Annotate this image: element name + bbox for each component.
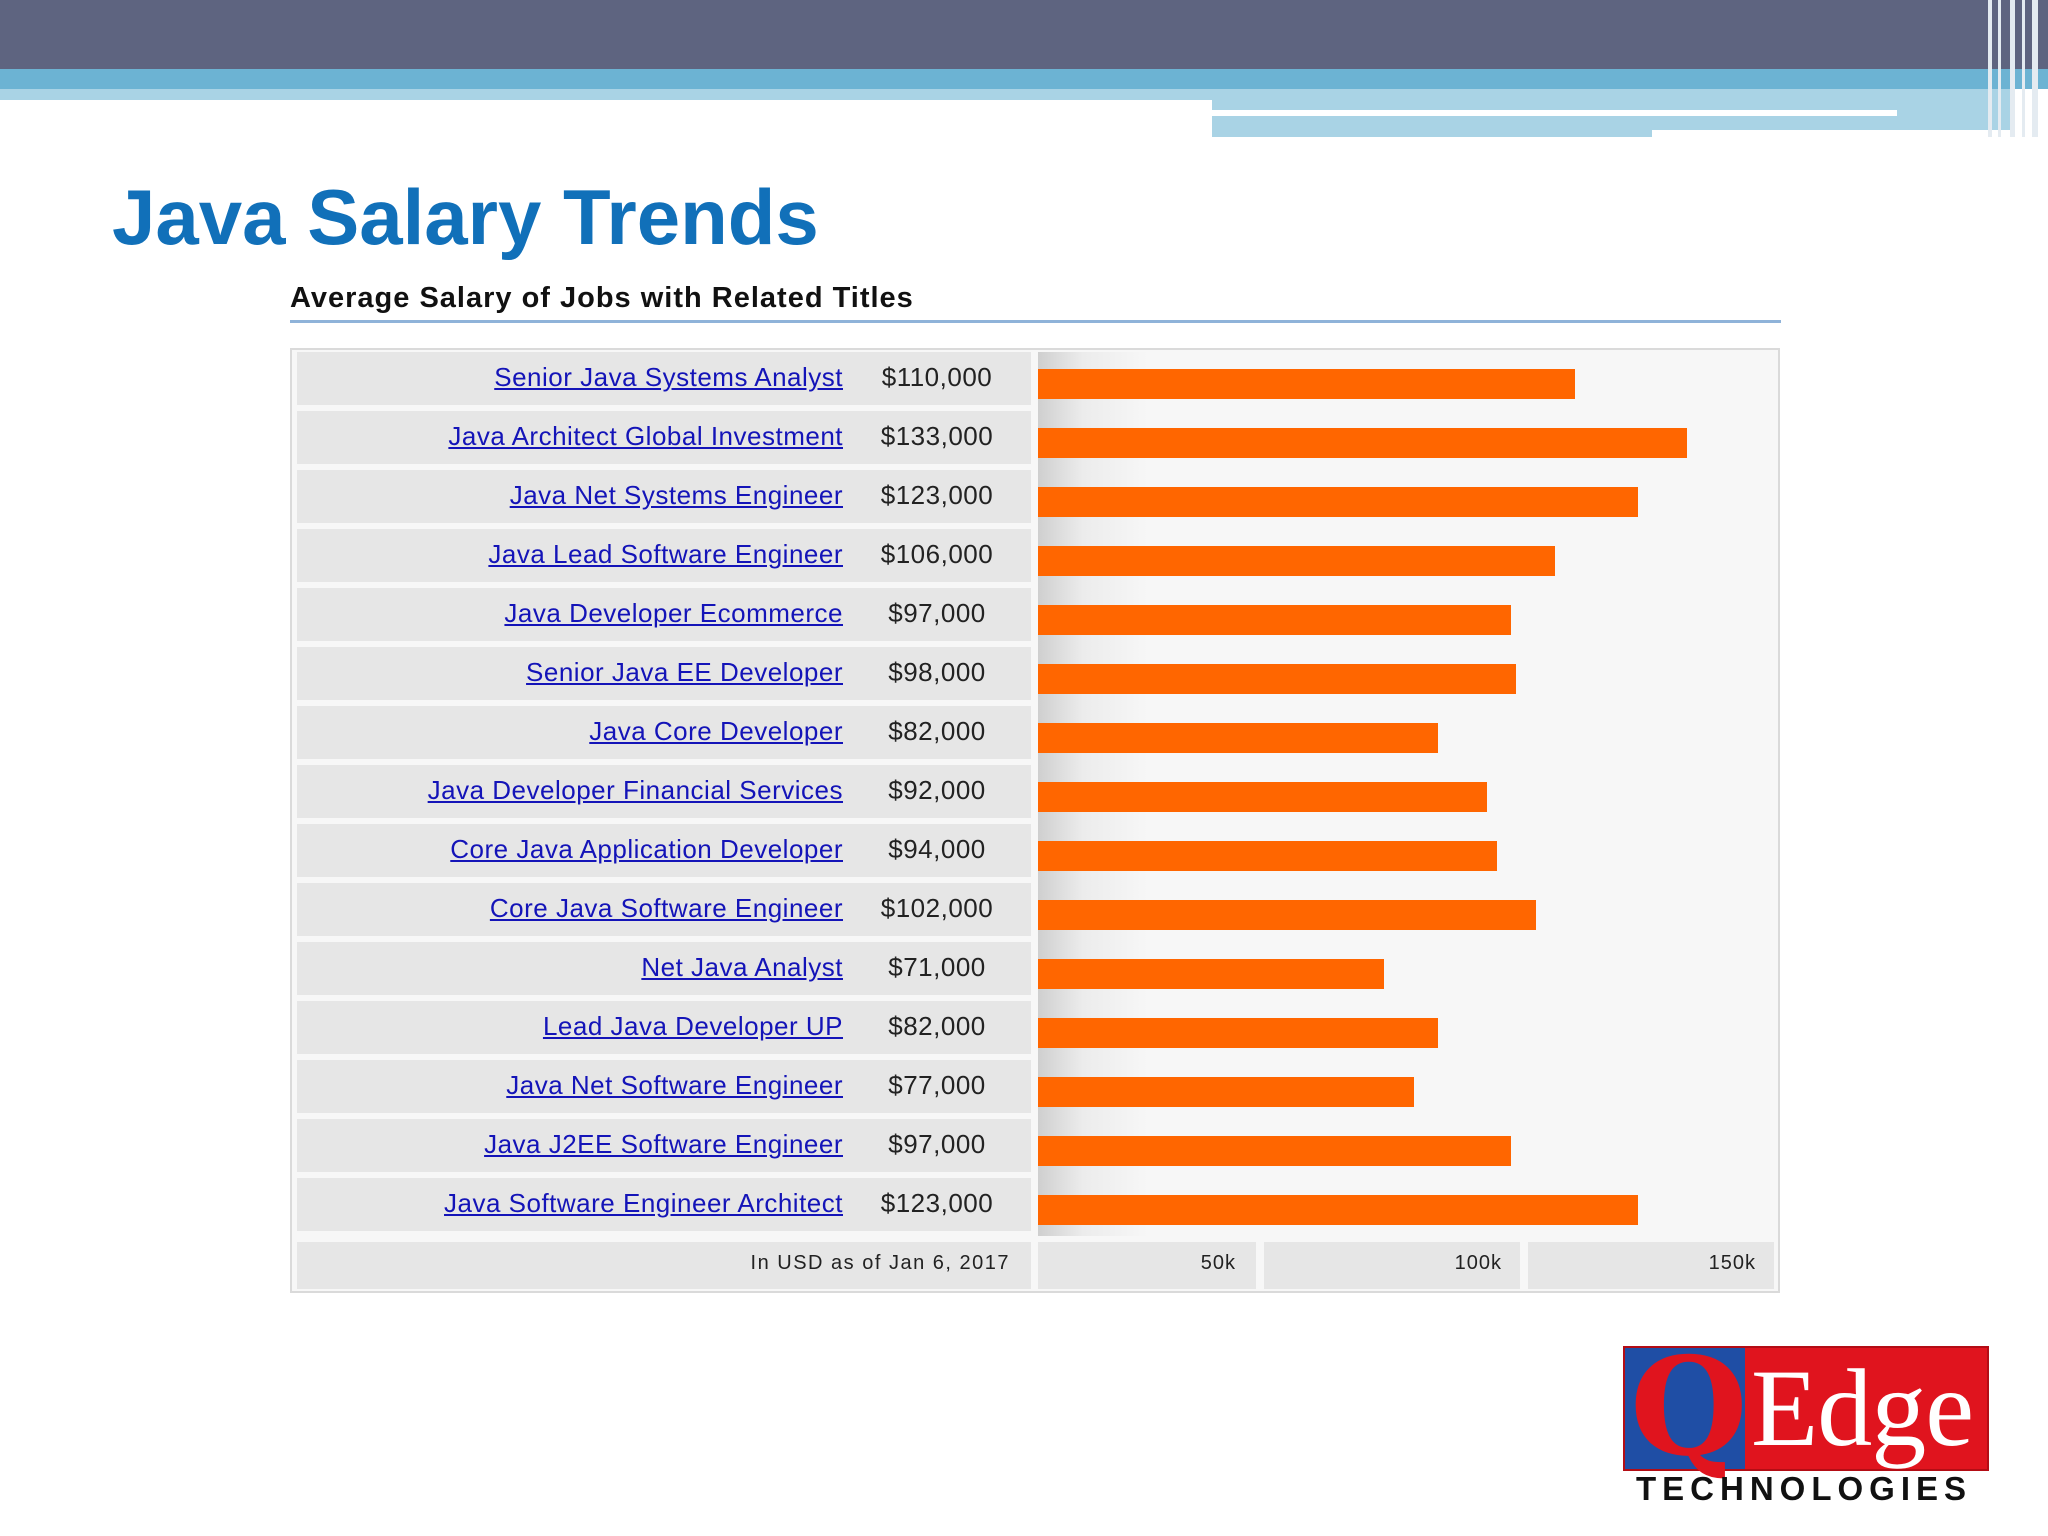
job-title-link[interactable]: Java Core Developer [589, 716, 843, 746]
job-title-link[interactable]: Java Software Engineer Architect [444, 1188, 843, 1218]
chart-title: Average Salary of Jobs with Related Titl… [290, 282, 914, 314]
job-title-link[interactable]: Core Java Application Developer [450, 834, 843, 864]
table-row [297, 411, 1031, 464]
table-row [297, 706, 1031, 759]
chart-title-rule [290, 320, 1781, 323]
logo-subtitle: TECHNOLOGIES [1636, 1470, 1973, 1507]
salary-bar [1038, 605, 1511, 635]
salary-value-label: $82,000 [888, 1011, 986, 1041]
footer-cell [1038, 1242, 1256, 1289]
salary-bar [1038, 428, 1687, 458]
footer-cell [1528, 1242, 1774, 1289]
x-tick-label: 150k [1708, 1252, 1756, 1274]
table-row [297, 529, 1031, 582]
header-stripe [2010, 0, 2015, 137]
salary-value-label: $123,000 [880, 1188, 994, 1218]
salary-value-label: $94,000 [888, 834, 986, 864]
header-band-white-line [1212, 110, 1897, 116]
footer-cell [1264, 1242, 1520, 1289]
job-title-link[interactable]: Java Net Systems Engineer [509, 480, 843, 510]
salary-value-label: $97,000 [888, 598, 986, 628]
logo-edge-text: Edge [1751, 1347, 1974, 1469]
table-row [297, 1178, 1031, 1231]
header-stripe [2032, 0, 2038, 137]
logo-q-letter: Q [1630, 1327, 1748, 1486]
salary-value-label: $97,000 [888, 1129, 986, 1159]
footer-cell [297, 1242, 1031, 1289]
salary-bar [1038, 1018, 1438, 1048]
salary-value-label: $110,000 [881, 362, 993, 392]
salary-value-label: $102,000 [880, 893, 994, 923]
job-title-link[interactable]: Java Net Software Engineer [506, 1070, 843, 1100]
salary-bar [1038, 723, 1438, 753]
salary-bar [1038, 782, 1487, 812]
job-title-link[interactable]: Java Lead Software Engineer [488, 539, 843, 569]
x-tick-label: 50k [1200, 1252, 1236, 1274]
salary-value-label: $133,000 [880, 421, 994, 451]
salary-value-label: $71,000 [888, 952, 986, 982]
job-title-link[interactable]: Lead Java Developer UP [542, 1011, 843, 1041]
salary-value-label: $106,000 [880, 539, 994, 569]
chart-note: In USD as of Jan 6, 2017 [750, 1252, 1010, 1274]
salary-value-label: $82,000 [888, 716, 986, 746]
logo-blue-panel [1625, 1348, 1745, 1469]
salary-value-label: $92,000 [888, 775, 986, 805]
slide-title: Java Salary Trends [112, 173, 819, 261]
salary-value-label: $77,000 [888, 1070, 986, 1100]
table-row [297, 470, 1031, 523]
header-band-blue [0, 69, 2048, 89]
table-row [297, 1060, 1031, 1113]
salary-bar [1038, 900, 1536, 930]
header-stripe [1988, 0, 1992, 137]
table-row [297, 1119, 1031, 1172]
salary-bar [1038, 1077, 1414, 1107]
salary-value-label: $98,000 [888, 657, 986, 687]
company-logo: Q Edge [1623, 1332, 1989, 1482]
job-title-link[interactable]: Java Architect Global Investment [448, 421, 843, 451]
table-row [297, 588, 1031, 641]
job-title-link[interactable]: Java Developer Ecommerce [504, 598, 843, 628]
job-title-link[interactable]: Senior Java Systems Analyst [494, 362, 843, 392]
job-title-link[interactable]: Senior Java EE Developer [526, 657, 843, 687]
header-stripe [2022, 0, 2025, 137]
salary-bar [1038, 546, 1555, 576]
table-row [297, 765, 1031, 818]
salary-value-label: $123,000 [880, 480, 994, 510]
salary-bar [1038, 664, 1516, 694]
table-row [297, 647, 1031, 700]
salary-bar [1038, 487, 1638, 517]
salary-bar [1038, 369, 1575, 399]
table-row [297, 1001, 1031, 1054]
salary-bar [1038, 1136, 1511, 1166]
job-title-link[interactable]: Net Java Analyst [641, 952, 843, 982]
header-stripe [1998, 0, 2001, 137]
job-title-link[interactable]: Core Java Software Engineer [489, 893, 843, 923]
header-band-light [0, 89, 1212, 100]
table-row [297, 883, 1031, 936]
x-tick-label: 100k [1454, 1252, 1502, 1274]
salary-bar [1038, 841, 1497, 871]
table-row [297, 352, 1031, 405]
salary-bar [1038, 1195, 1638, 1225]
job-title-link[interactable]: Java Developer Financial Services [427, 775, 843, 805]
table-row [297, 824, 1031, 877]
salary-bar [1038, 959, 1384, 989]
job-title-link[interactable]: Java J2EE Software Engineer [484, 1129, 843, 1159]
table-row [297, 942, 1031, 995]
header-band-white-line [1652, 130, 2012, 137]
header-band-dark [0, 0, 2048, 69]
